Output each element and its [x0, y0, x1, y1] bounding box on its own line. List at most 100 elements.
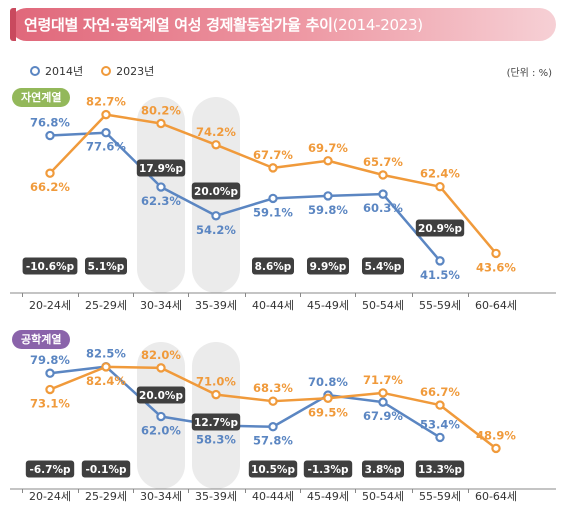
- data-point-s2023: [101, 362, 111, 372]
- chart-title: 연령대별 자연·공학계열 여성 경제활동참가율 추이(2014-2023): [24, 14, 423, 35]
- x-tick-label: 35-39세: [195, 490, 237, 503]
- panel-label-engineering: 공학계열: [12, 330, 71, 349]
- data-point-s2014: [156, 411, 166, 422]
- difference-label: -1.3%p: [308, 464, 349, 476]
- data-label-s2023: 82.7%: [86, 95, 126, 109]
- series-line-s2014: [49, 131, 441, 262]
- data-point-s2023: [323, 156, 333, 166]
- data-label-s2023: 67.7%: [253, 148, 293, 162]
- data-point-s2014: [378, 397, 388, 407]
- data-label-s2014: 76.8%: [30, 116, 70, 130]
- data-point-s2014: [323, 191, 333, 201]
- data-label-s2014: 53.4%: [420, 417, 460, 431]
- x-tick-label: 50-54세: [362, 299, 404, 312]
- data-label-s2023: 80.2%: [141, 103, 181, 117]
- legend-item-2023: 2023년: [101, 63, 154, 79]
- data-point-s2014: [45, 368, 55, 378]
- data-label-s2014: 54.2%: [196, 223, 236, 237]
- legend-marker-2014: [30, 66, 40, 76]
- data-label-s2023: 71.7%: [363, 373, 403, 387]
- chart-title-text: 연령대별 자연·공학계열 여성 경제활동참가율 추이: [24, 16, 333, 34]
- data-label-s2023: 74.2%: [196, 125, 236, 139]
- x-tick-label: 20-24세: [29, 490, 71, 503]
- data-label-s2023: 69.5%: [308, 405, 348, 419]
- data-point-s2014: [211, 211, 221, 221]
- difference-label: 13.3%p: [418, 464, 462, 476]
- difference-badge: [85, 257, 127, 275]
- data-label-s2014: 82.5%: [86, 347, 126, 361]
- data-label-s2023: 73.1%: [30, 397, 70, 411]
- x-tick-label: 55-59세: [419, 299, 461, 312]
- data-point-s2023: [491, 443, 501, 454]
- highlight-column: [137, 97, 185, 293]
- data-label-s2014: 60.3%: [363, 201, 403, 215]
- difference-badge: [307, 257, 349, 275]
- data-point-s2014: [268, 422, 278, 432]
- data-label-s2014: 77.6%: [86, 140, 126, 154]
- data-label-s2014: 59.8%: [308, 203, 348, 217]
- data-label-s2023: 43.6%: [476, 260, 516, 274]
- difference-badge: [303, 460, 353, 478]
- data-label-s2014: 67.9%: [363, 409, 403, 423]
- difference-badge: [191, 413, 241, 431]
- data-label-s2014: 62.3%: [141, 194, 181, 208]
- unit-label: (단위 : %): [506, 68, 552, 79]
- data-label-s2023: 48.9%: [476, 428, 516, 442]
- difference-badge: [415, 219, 465, 237]
- data-point-s2023: [101, 109, 111, 120]
- data-point-s2023: [268, 396, 278, 406]
- difference-label: -6.7%p: [30, 464, 71, 476]
- data-label-s2014: 79.8%: [30, 353, 70, 367]
- difference-badge: [25, 460, 75, 478]
- legend-marker-2023: [101, 66, 112, 76]
- data-label-s2023: 69.7%: [308, 141, 348, 155]
- difference-label: 20.0%p: [194, 186, 238, 198]
- difference-badge: [415, 460, 465, 478]
- legend-item-2014: 2014년: [30, 63, 83, 79]
- difference-label: 9.9%p: [310, 261, 347, 273]
- x-tick-label: 20-24세: [29, 299, 71, 312]
- difference-badge: [362, 257, 404, 275]
- data-label-s2023: 66.7%: [420, 385, 460, 399]
- x-tick-label: 50-54세: [362, 490, 404, 503]
- data-label-s2023: 82.0%: [141, 348, 181, 362]
- data-point-s2023: [268, 163, 278, 173]
- data-point-s2014: [378, 189, 388, 199]
- data-label-s2014: 58.3%: [196, 433, 236, 447]
- difference-label: 20.0%p: [139, 390, 183, 402]
- data-label-s2023: 66.2%: [30, 180, 70, 194]
- data-label-s2014: 59.1%: [253, 205, 293, 219]
- x-tick-label: 30-34세: [140, 490, 182, 503]
- chart-title-period: (2014-2023): [332, 16, 423, 34]
- title-banner: [10, 8, 556, 41]
- difference-badge: [22, 257, 78, 275]
- difference-label: 5.4%p: [365, 261, 402, 273]
- x-tick-label: 25-29세: [85, 490, 127, 503]
- difference-badge: [136, 159, 186, 177]
- data-point-s2023: [378, 170, 388, 180]
- difference-badge: [136, 386, 186, 404]
- difference-label: -0.1%p: [86, 464, 127, 476]
- legend-label-2023: 2023년: [116, 65, 155, 78]
- difference-badge: [191, 182, 241, 200]
- x-tick-label: 25-29세: [85, 299, 127, 312]
- x-tick-label: 45-49세: [307, 299, 349, 312]
- data-label-s2023: 82.4%: [86, 374, 126, 388]
- data-point-s2023: [156, 363, 166, 373]
- x-tick-label: 35-39세: [195, 299, 237, 312]
- data-label-s2023: 71.0%: [196, 375, 236, 389]
- difference-badge: [81, 460, 131, 478]
- x-tick-label: 45-49세: [307, 490, 349, 503]
- data-point-s2023: [45, 168, 55, 178]
- x-tick-label: 30-34세: [140, 299, 182, 312]
- legend: 2014년 2023년: [30, 63, 172, 79]
- data-point-s2014: [268, 193, 278, 204]
- data-point-s2014: [101, 128, 111, 138]
- difference-label: -10.6%p: [26, 261, 75, 273]
- series-line-s2014: [49, 365, 441, 439]
- difference-label: 12.7%p: [194, 417, 238, 429]
- data-label-s2023: 65.7%: [363, 155, 403, 169]
- data-point-s2014: [156, 182, 166, 192]
- x-tick-label: 55-59세: [419, 490, 461, 503]
- difference-badge: [252, 257, 294, 275]
